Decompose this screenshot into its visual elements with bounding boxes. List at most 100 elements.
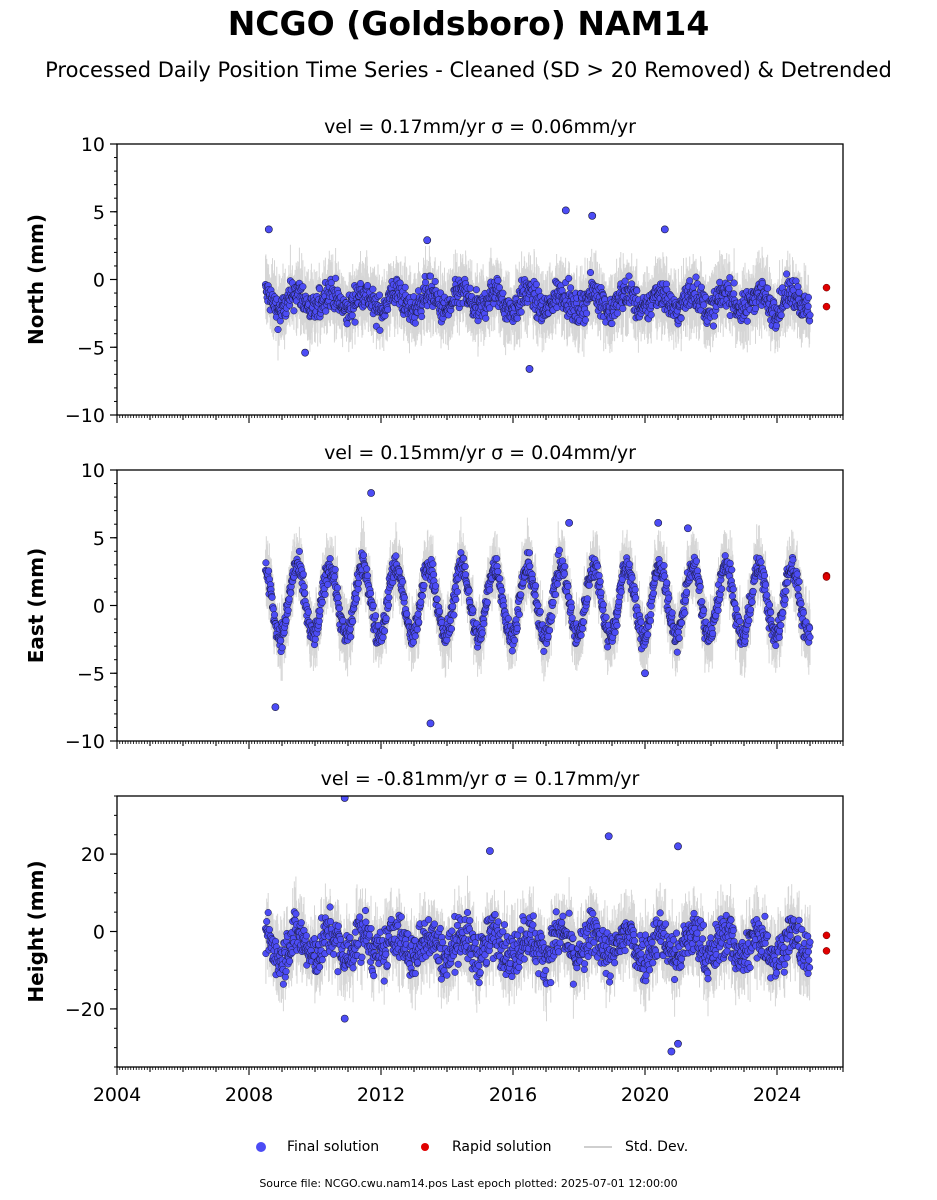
data-point <box>395 568 403 576</box>
data-point <box>673 648 681 656</box>
data-point <box>508 647 516 655</box>
data-point <box>681 596 690 604</box>
data-point <box>546 626 554 634</box>
data-point <box>568 614 576 622</box>
data-point <box>414 610 422 618</box>
data-point <box>383 961 391 969</box>
panel-title: vel = 0.15mm/yr σ = 0.04mm/yr <box>324 442 636 464</box>
data-point <box>465 587 473 595</box>
data-point <box>426 272 435 280</box>
data-point <box>318 956 326 964</box>
data-point <box>728 566 736 574</box>
data-point <box>529 912 537 920</box>
data-point <box>595 571 603 580</box>
data-point <box>711 312 719 320</box>
data-point <box>475 962 483 970</box>
data-point <box>748 598 756 606</box>
data-point <box>772 969 781 977</box>
y-tick-label: 0 <box>93 922 105 944</box>
data-point <box>330 573 338 581</box>
data-point <box>674 628 682 636</box>
data-point <box>806 963 814 972</box>
y-tick-label: 5 <box>93 202 105 224</box>
data-point <box>806 633 814 641</box>
data-point <box>426 719 435 728</box>
data-point <box>394 921 402 929</box>
data-point <box>761 912 769 920</box>
data-point <box>482 314 490 322</box>
data-point <box>760 571 769 580</box>
data-point <box>376 326 384 334</box>
data-point <box>277 637 285 645</box>
data-point <box>551 591 560 599</box>
data-point <box>775 633 783 641</box>
data-point <box>726 559 734 567</box>
data-point <box>466 917 474 925</box>
data-point <box>367 925 375 933</box>
rapid-point <box>822 283 831 292</box>
data-point <box>763 591 771 599</box>
rapid-point <box>822 302 831 311</box>
data-point <box>690 909 698 917</box>
data-point <box>491 910 499 919</box>
data-point <box>599 601 607 609</box>
data-point <box>555 948 563 956</box>
data-point <box>767 608 775 616</box>
data-point <box>649 959 657 967</box>
data-point <box>282 967 290 975</box>
data-point <box>400 594 408 602</box>
y-tick-label: 5 <box>93 528 105 550</box>
y-axis-label: North (mm) <box>24 214 48 345</box>
data-point <box>667 1047 676 1056</box>
data-point <box>369 285 377 293</box>
data-point <box>418 592 426 600</box>
data-point <box>326 903 334 911</box>
data-point <box>804 302 812 310</box>
y-tick-label: 20 <box>81 844 105 866</box>
data-point <box>674 1039 682 1048</box>
data-point <box>795 578 803 586</box>
data-point <box>517 591 525 599</box>
data-point <box>630 937 639 945</box>
data-point <box>677 314 685 322</box>
data-point <box>385 593 393 602</box>
y-tick-label: −5 <box>77 337 105 359</box>
data-point <box>421 278 430 286</box>
data-point <box>360 551 368 559</box>
data-point <box>499 289 507 297</box>
data-point <box>729 926 737 935</box>
data-point <box>581 960 589 968</box>
data-point <box>619 305 627 313</box>
data-point <box>347 633 355 641</box>
data-point <box>646 617 654 625</box>
data-point <box>596 578 604 586</box>
data-point <box>611 628 619 636</box>
page-title: NCGO (Goldsboro) NAM14 <box>227 4 710 43</box>
data-point <box>684 524 692 533</box>
y-tick-label: 10 <box>81 460 105 482</box>
data-point <box>683 588 691 596</box>
data-point <box>485 847 494 855</box>
y-tick-label: 0 <box>93 596 105 618</box>
data-point <box>647 611 655 619</box>
data-point <box>334 968 342 976</box>
data-point <box>469 606 477 614</box>
y-axis-label: East (mm) <box>24 548 48 664</box>
y-tick-label: −20 <box>65 999 105 1021</box>
data-point <box>668 609 676 617</box>
data-point <box>339 617 347 625</box>
data-point <box>611 959 619 967</box>
data-point <box>617 588 625 596</box>
data-point <box>304 608 312 616</box>
data-point <box>404 930 412 938</box>
data-point <box>779 609 787 617</box>
data-point <box>674 842 682 851</box>
data-point <box>358 953 366 961</box>
data-point <box>553 580 561 588</box>
data-point <box>567 284 575 292</box>
data-point <box>727 916 735 924</box>
data-point <box>783 578 791 587</box>
data-point <box>300 583 308 591</box>
data-point <box>411 632 419 640</box>
data-point <box>425 916 433 924</box>
